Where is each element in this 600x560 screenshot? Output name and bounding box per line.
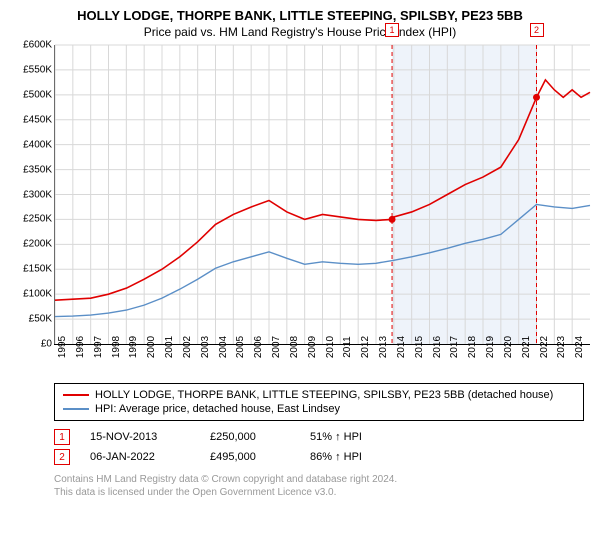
y-tick-label: £0 — [41, 339, 52, 350]
legend-row: HOLLY LODGE, THORPE BANK, LITTLE STEEPIN… — [63, 388, 575, 402]
marker-price: £495,000 — [210, 451, 290, 463]
footnote: Contains HM Land Registry data © Crown c… — [54, 473, 590, 499]
plot-area: 12 — [54, 45, 590, 345]
x-tick-label: 2013 — [378, 336, 389, 358]
x-tick-label: 2019 — [485, 336, 496, 358]
plot-svg — [55, 45, 590, 344]
x-tick-label: 1996 — [75, 336, 86, 358]
chart-title: HOLLY LODGE, THORPE BANK, LITTLE STEEPIN… — [10, 8, 590, 23]
y-tick-label: £600K — [23, 40, 52, 51]
marker-date: 06-JAN-2022 — [90, 451, 190, 463]
x-tick-label: 2000 — [146, 336, 157, 358]
x-tick-label: 2024 — [574, 336, 585, 358]
marker-row: 1 15-NOV-2013 £250,000 51% ↑ HPI — [54, 427, 584, 447]
x-tick-label: 2011 — [342, 336, 353, 358]
x-tick-label: 2023 — [556, 336, 567, 358]
marker-badge: 1 — [54, 429, 70, 445]
y-tick-label: £350K — [23, 164, 52, 175]
x-tick-label: 2018 — [467, 336, 478, 358]
x-tick-label: 2006 — [253, 336, 264, 358]
y-tick-label: £300K — [23, 189, 52, 200]
chart-area: £0 £50K £100K £150K £200K £250K £300K £350K £400… — [10, 45, 590, 375]
chart-container: HOLLY LODGE, THORPE BANK, LITTLE STEEPIN… — [0, 0, 600, 509]
y-tick-label: £200K — [23, 239, 52, 250]
y-tick-label: £400K — [23, 139, 52, 150]
x-tick-label: 2005 — [235, 336, 246, 358]
marker-price: £250,000 — [210, 431, 290, 443]
legend-swatch — [63, 408, 89, 410]
y-tick-label: £150K — [23, 264, 52, 275]
plot-marker-badge: 1 — [385, 23, 399, 37]
legend-row: HPI: Average price, detached house, East… — [63, 402, 575, 416]
y-tick-label: £550K — [23, 64, 52, 75]
x-tick-label: 2007 — [271, 336, 282, 358]
x-axis-labels: 1995199619971998199920002001200220032004… — [54, 347, 590, 375]
x-tick-label: 2001 — [164, 336, 175, 358]
x-tick-label: 1999 — [128, 336, 139, 358]
marker-date: 15-NOV-2013 — [90, 431, 190, 443]
y-tick-label: £450K — [23, 114, 52, 125]
marker-badge: 2 — [54, 449, 70, 465]
x-tick-label: 2017 — [449, 336, 460, 358]
legend-label: HPI: Average price, detached house, East… — [95, 403, 340, 415]
x-tick-label: 2022 — [539, 336, 550, 358]
footnote-line: This data is licensed under the Open Gov… — [54, 486, 590, 499]
legend-box: HOLLY LODGE, THORPE BANK, LITTLE STEEPIN… — [54, 383, 584, 421]
x-tick-label: 2008 — [289, 336, 300, 358]
x-tick-label: 2021 — [521, 336, 532, 358]
x-tick-label: 2004 — [218, 336, 229, 358]
x-tick-label: 2002 — [182, 336, 193, 358]
marker-pct: 86% ↑ HPI — [310, 451, 410, 463]
x-tick-label: 2015 — [414, 336, 425, 358]
x-tick-label: 2009 — [307, 336, 318, 358]
y-tick-label: £50K — [29, 314, 52, 325]
x-tick-label: 1995 — [57, 336, 68, 358]
y-axis-labels: £0£50K£100K£150K£200K£250K£300K£350K£400… — [10, 45, 54, 345]
x-tick-label: 2014 — [396, 336, 407, 358]
legend-swatch — [63, 394, 89, 396]
y-tick-label: £500K — [23, 89, 52, 100]
legend-label: HOLLY LODGE, THORPE BANK, LITTLE STEEPIN… — [95, 389, 553, 401]
marker-table: 1 15-NOV-2013 £250,000 51% ↑ HPI 2 06-JAN-202… — [54, 427, 584, 467]
y-tick-label: £100K — [23, 289, 52, 300]
x-tick-label: 2003 — [200, 336, 211, 358]
x-tick-label: 1998 — [111, 336, 122, 358]
marker-pct: 51% ↑ HPI — [310, 431, 410, 443]
x-tick-label: 2020 — [503, 336, 514, 358]
y-tick-label: £250K — [23, 214, 52, 225]
x-tick-label: 2012 — [360, 336, 371, 358]
chart-subtitle: Price paid vs. HM Land Registry's House … — [10, 25, 590, 39]
marker-row: 2 06-JAN-2022 £495,000 86% ↑ HPI — [54, 447, 584, 467]
x-tick-label: 1997 — [93, 336, 104, 358]
x-tick-label: 2010 — [325, 336, 336, 358]
plot-marker-badge: 2 — [530, 23, 544, 37]
x-tick-label: 2016 — [432, 336, 443, 358]
footnote-line: Contains HM Land Registry data © Crown c… — [54, 473, 590, 486]
